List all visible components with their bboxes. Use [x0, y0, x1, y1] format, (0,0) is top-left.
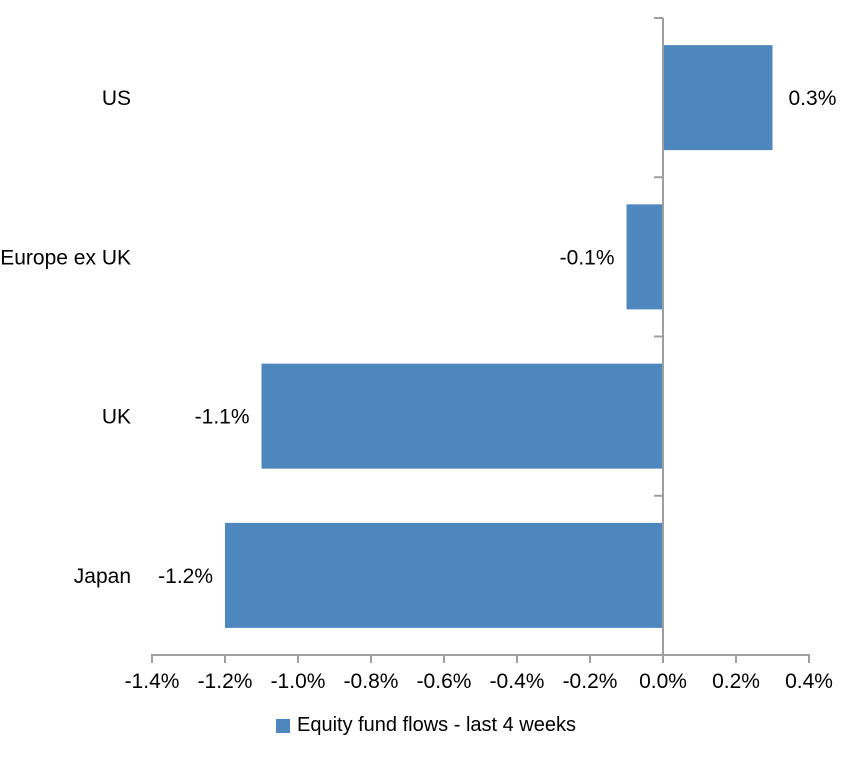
x-tick-label: -0.6% — [417, 670, 472, 693]
x-tick-label: 0.2% — [712, 670, 760, 693]
category-label-japan: Japan — [74, 565, 131, 588]
legend-swatch-icon — [275, 718, 290, 733]
x-tick-label: -1.4% — [125, 670, 180, 693]
data-label-europe-ex-uk: -0.1% — [560, 246, 615, 269]
data-label-uk: -1.1% — [195, 406, 250, 429]
bar-europe-ex-uk — [626, 204, 663, 310]
category-label-europe-ex-uk: Europe ex UK — [0, 246, 131, 269]
bar-japan — [225, 522, 663, 628]
x-tick-label: -0.8% — [344, 670, 399, 693]
x-tick-label: 0.0% — [639, 670, 687, 693]
data-label-us: 0.3% — [789, 87, 837, 110]
x-tick-label: -0.4% — [490, 670, 545, 693]
category-label-uk: UK — [102, 406, 131, 429]
data-label-japan: -1.2% — [158, 565, 213, 588]
chart-legend: Equity fund flows - last 4 weeks — [0, 714, 852, 737]
x-tick-label: 0.4% — [785, 670, 833, 693]
bar-us — [663, 45, 773, 151]
x-tick-label: -1.0% — [271, 670, 326, 693]
x-tick-label: -1.2% — [198, 670, 253, 693]
x-tick-label: -0.2% — [563, 670, 618, 693]
legend-label: Equity fund flows - last 4 weeks — [296, 714, 576, 736]
bar-uk — [261, 363, 663, 469]
category-label-us: US — [102, 87, 131, 110]
